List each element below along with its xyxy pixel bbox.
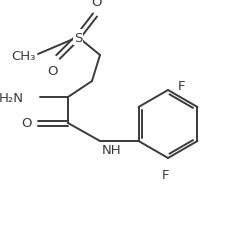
Text: CH₃: CH₃ (12, 49, 36, 62)
Text: O: O (47, 65, 57, 78)
Text: H₂N: H₂N (0, 91, 24, 104)
Text: O: O (22, 117, 32, 130)
Text: F: F (178, 80, 186, 93)
Text: NH: NH (102, 143, 122, 156)
Text: O: O (91, 0, 101, 9)
Text: F: F (162, 168, 170, 181)
Text: S: S (74, 31, 82, 44)
